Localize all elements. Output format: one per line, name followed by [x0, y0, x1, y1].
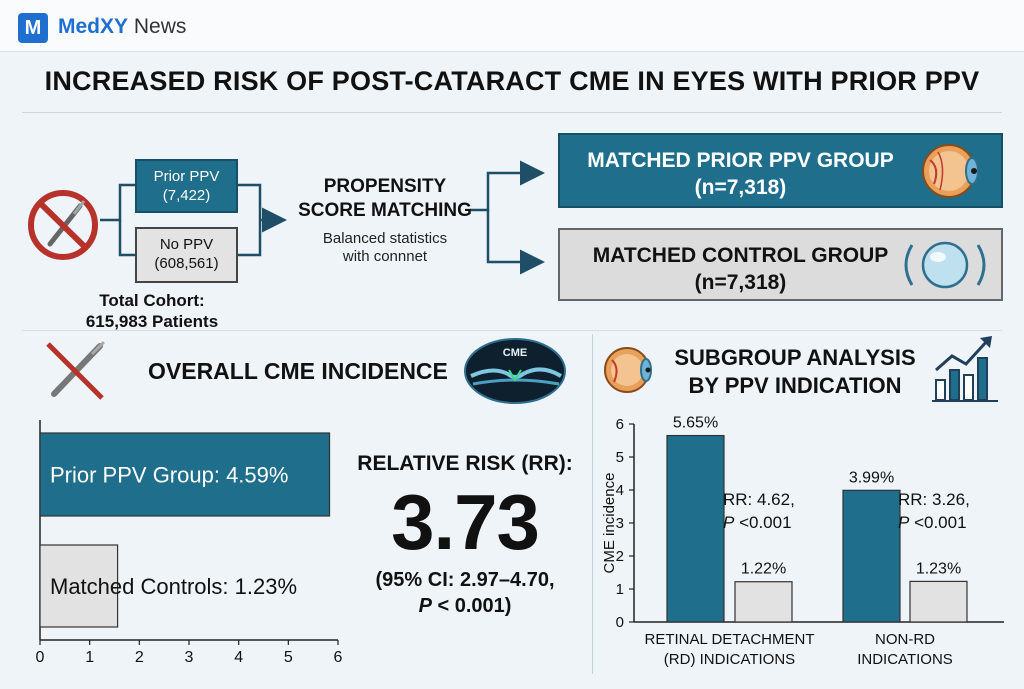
matched-control-line1: MATCHED CONTROL GROUP: [592, 244, 889, 267]
vertical-divider: [592, 334, 593, 674]
oct-label: CME: [503, 347, 527, 359]
psm-sub1: Balanced statistics: [322, 230, 448, 247]
rr-annotation: RR: 3.26,: [898, 490, 970, 509]
bar-label-0: Prior PPV Group: 4.59%: [50, 463, 288, 488]
y-axis-label: CME incidence: [601, 473, 618, 574]
logo-icon: M: [18, 13, 48, 43]
p-italic: P: [723, 513, 735, 532]
rr-p-line: P < 0.001): [340, 593, 590, 619]
x-tick-label: 6: [334, 649, 343, 666]
y-tick-label: 2: [616, 548, 624, 565]
y-tick-label: 1: [616, 581, 624, 598]
bar-value-label: 1.22%: [741, 561, 786, 578]
header-bar: M MedXY News: [0, 0, 1024, 52]
bar-g0-s0: [666, 434, 725, 623]
subgroup-line1: SUBGROUP ANALYSIS: [674, 345, 916, 370]
growth-chart-icon: [932, 336, 998, 402]
brand-rest: News: [128, 15, 187, 38]
title-divider: [22, 112, 1002, 113]
p-annotation: P <0.001: [898, 513, 967, 532]
bar-g1-s1: [909, 580, 968, 623]
bar-value-label: 3.99%: [849, 469, 894, 486]
prior-ppv-count: (7,422): [162, 187, 211, 204]
x-tick-label: 5: [284, 649, 293, 666]
rr-annotation: RR: 4.62,: [723, 490, 795, 509]
y-tick-label: 4: [616, 482, 624, 499]
x-category-label: RETINAL DETACHMENT: [644, 631, 814, 648]
subgroup-title: SUBGROUP ANALYSIS BY PPV INDICATION: [660, 344, 930, 400]
bar-1: [39, 544, 119, 628]
p-italic: P: [898, 513, 910, 532]
prior-ppv-box: Prior PPV (7,422): [135, 159, 238, 213]
eye-anatomy-icon-small: [604, 347, 652, 393]
x-tick-label: 3: [185, 649, 194, 666]
y-tick-label: 3: [616, 515, 624, 532]
p-rest: <0.001: [734, 513, 791, 532]
rr-p-rest: < 0.001): [431, 595, 512, 617]
rr-ci: (95% CI: 2.97–4.70, P < 0.001): [340, 567, 590, 619]
p-rest: <0.001: [909, 513, 966, 532]
psm-sub2: with connnet: [342, 248, 428, 265]
no-ppv-box: No PPV (608,561): [135, 227, 238, 283]
rr-value: 3.73: [391, 478, 540, 566]
page-title: INCREASED RISK OF POST-CATARACT CME IN E…: [44, 66, 980, 96]
no-ppv-label: No PPV: [159, 236, 214, 253]
p-annotation: P <0.001: [723, 513, 792, 532]
subgroup-line2: BY PPV INDICATION: [688, 373, 902, 398]
rr-ci-line: (95% CI: 2.97–4.70,: [375, 569, 555, 591]
rr-p-italic: P: [418, 595, 432, 617]
y-tick-label: 6: [616, 416, 624, 433]
x-tick-label: 0: [36, 649, 45, 666]
eye-anatomy-icon: [922, 144, 979, 198]
y-tick-label: 5: [616, 449, 624, 466]
bar-value-label: 1.23%: [916, 560, 961, 577]
matched-ppv-line1: MATCHED PRIOR PPV GROUP: [587, 149, 894, 172]
crossed-scalpel-icon: [46, 340, 106, 400]
section-divider: [22, 330, 1002, 331]
cohort-line1: Total Cohort:: [99, 291, 205, 310]
bar-g0-s1: [734, 581, 793, 623]
x-category-label: INDICATIONS: [857, 651, 953, 668]
rr-label: RELATIVE RISK (RR):: [357, 452, 573, 475]
oct-scan-icon: CME: [464, 338, 566, 404]
x-tick-label: 2: [135, 649, 144, 666]
bar-g1-s0: [842, 489, 901, 623]
x-category-label: (RD) INDICATIONS: [664, 651, 795, 668]
psm-subtitle: Balanced statistics with connnet: [285, 230, 485, 266]
matched-control-line2: (n=7,318): [694, 271, 787, 294]
matched-ppv-line2: (n=7,318): [694, 176, 787, 199]
overall-title: OVERALL CME INCIDENCE: [148, 358, 448, 384]
no-ppv-count: (608,561): [154, 255, 219, 272]
bar-value-label: 5.65%: [673, 415, 718, 432]
brand-name: MedXY News: [58, 15, 186, 39]
intraocular-lens-icon: [904, 241, 986, 289]
psm-line2: SCORE MATCHING: [298, 200, 472, 221]
bar-label-1: Matched Controls: 1.23%: [50, 574, 297, 599]
y-tick-label: 0: [616, 614, 624, 631]
brand-bold: MedXY: [58, 15, 129, 38]
x-category-label: NON-RD: [875, 631, 935, 648]
psm-title: PROPENSITY SCORE MATCHING: [285, 175, 485, 223]
x-tick-label: 4: [234, 649, 243, 666]
cohort-line2: 615,983 Patients: [85, 312, 219, 331]
prior-ppv-label: Prior PPV: [153, 168, 220, 185]
psm-line1: PROPENSITY: [323, 176, 447, 197]
bar-0: [39, 432, 331, 517]
x-tick-label: 1: [85, 649, 94, 666]
total-cohort: Total Cohort: 615,983 Patients: [52, 290, 252, 332]
no-scalpel-icon: [28, 190, 98, 260]
